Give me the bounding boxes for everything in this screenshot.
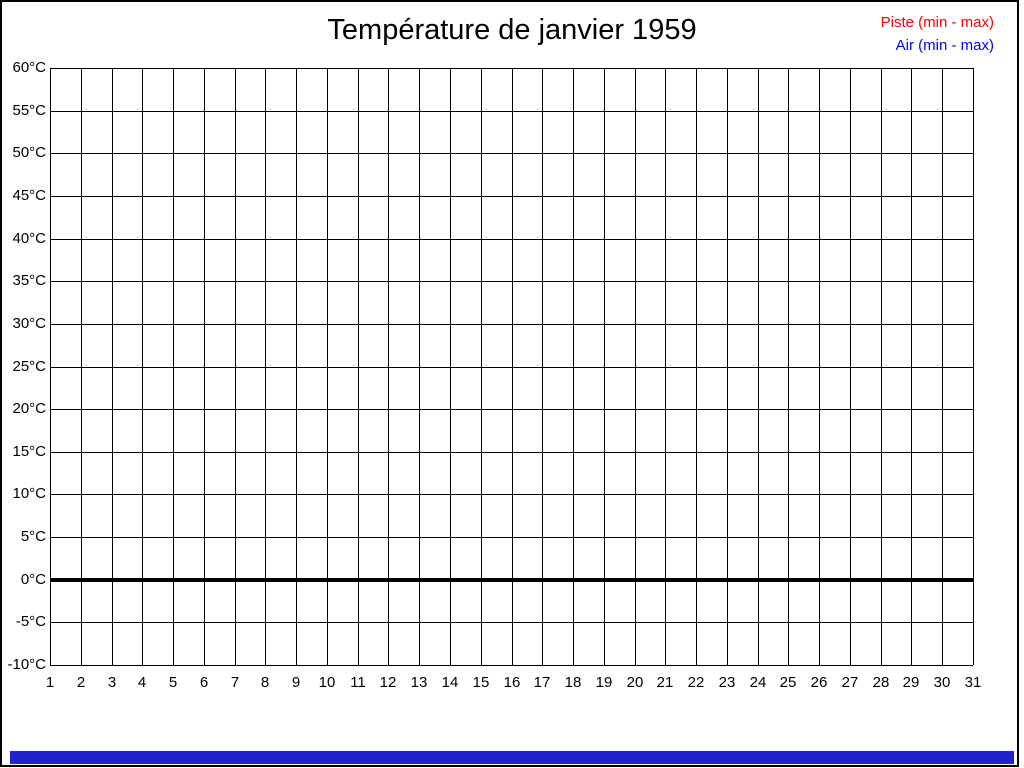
legend: Piste (min - max) Air (min - max) <box>881 11 994 57</box>
legend-item-air: Air (min - max) <box>895 37 994 54</box>
legend-item-piste: Piste (min - max) <box>880 14 994 31</box>
chart-title: Température de janvier 1959 <box>327 14 697 46</box>
bottom-progress-bar <box>10 751 1014 764</box>
